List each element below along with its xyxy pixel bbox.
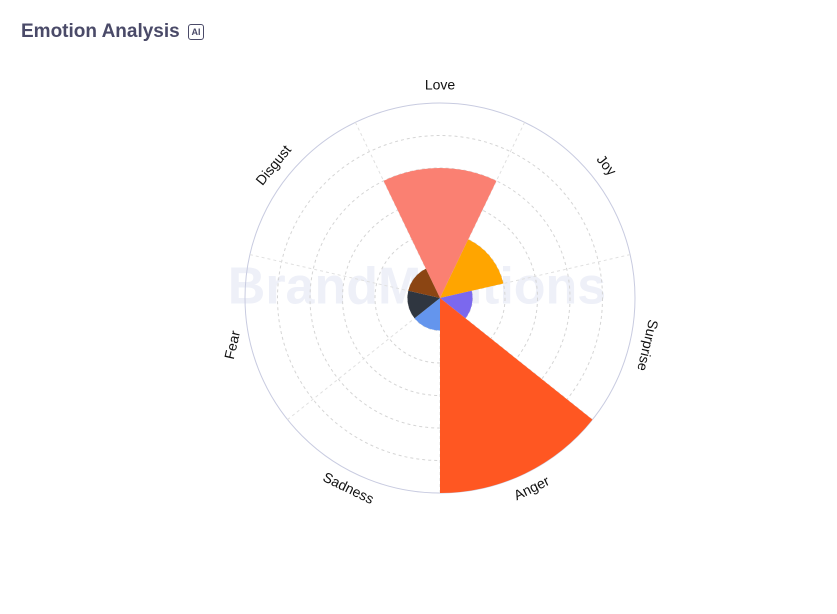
sector [440,298,593,493]
sector [440,239,504,298]
ai-badge[interactable]: AI [188,24,204,40]
category-label: Love [425,77,456,93]
category-label: Sadness [321,469,377,507]
category-label: Joy [594,151,620,178]
grid-ring [277,135,603,461]
sector [408,268,440,298]
sector [407,290,440,319]
sector [414,298,440,331]
title: Emotion Analysis [21,21,180,42]
grid-ring [374,232,506,364]
category-label: Surprise [634,318,661,373]
category-label: Disgust [252,142,294,188]
sector [383,168,497,298]
category-label: Fear [221,329,243,361]
sector [440,290,473,319]
